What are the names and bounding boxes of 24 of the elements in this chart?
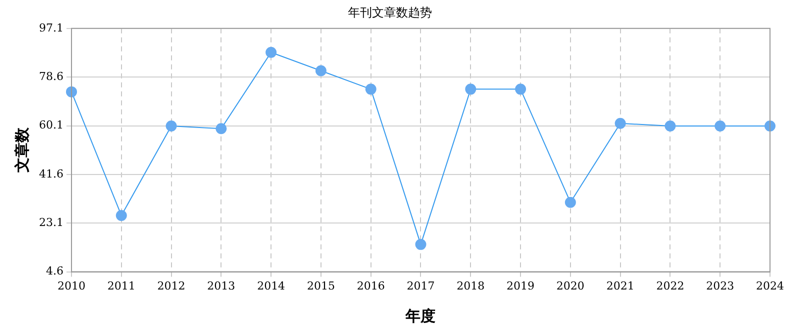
x-tick-label: 2011 xyxy=(107,279,136,292)
x-tick-label: 2016 xyxy=(356,279,385,292)
x-tick-label: 2023 xyxy=(706,279,734,292)
y-tick-label: 60.1 xyxy=(38,118,64,132)
x-tick-label: 2024 xyxy=(756,279,784,292)
x-tick-label: 2015 xyxy=(306,279,335,292)
x-tick-label: 2020 xyxy=(556,279,584,292)
x-tick-label: 2021 xyxy=(606,279,634,292)
y-tick-label: 97.1 xyxy=(38,21,64,34)
x-tick-label: 2010 xyxy=(57,279,86,292)
x-tick-label: 2014 xyxy=(257,279,286,292)
x-tick-label: 2013 xyxy=(207,279,236,292)
x-tick-label: 2012 xyxy=(157,279,186,292)
x-tick-label: 2019 xyxy=(506,279,535,292)
x-axis-title: 年度 xyxy=(404,306,436,325)
y-tick-label: 23.1 xyxy=(38,216,64,229)
y-axis-title: 文章数 xyxy=(12,126,31,174)
y-tick-label: 78.6 xyxy=(38,70,64,83)
y-tick-label: 4.6 xyxy=(46,264,64,278)
x-tick-label: 2022 xyxy=(656,279,684,292)
y-tick-label: 41.6 xyxy=(38,167,64,180)
x-tick-label: 2018 xyxy=(456,279,485,292)
chart-title: 年刊文章数趋势 xyxy=(348,5,432,20)
x-tick-label: 2017 xyxy=(406,279,435,292)
